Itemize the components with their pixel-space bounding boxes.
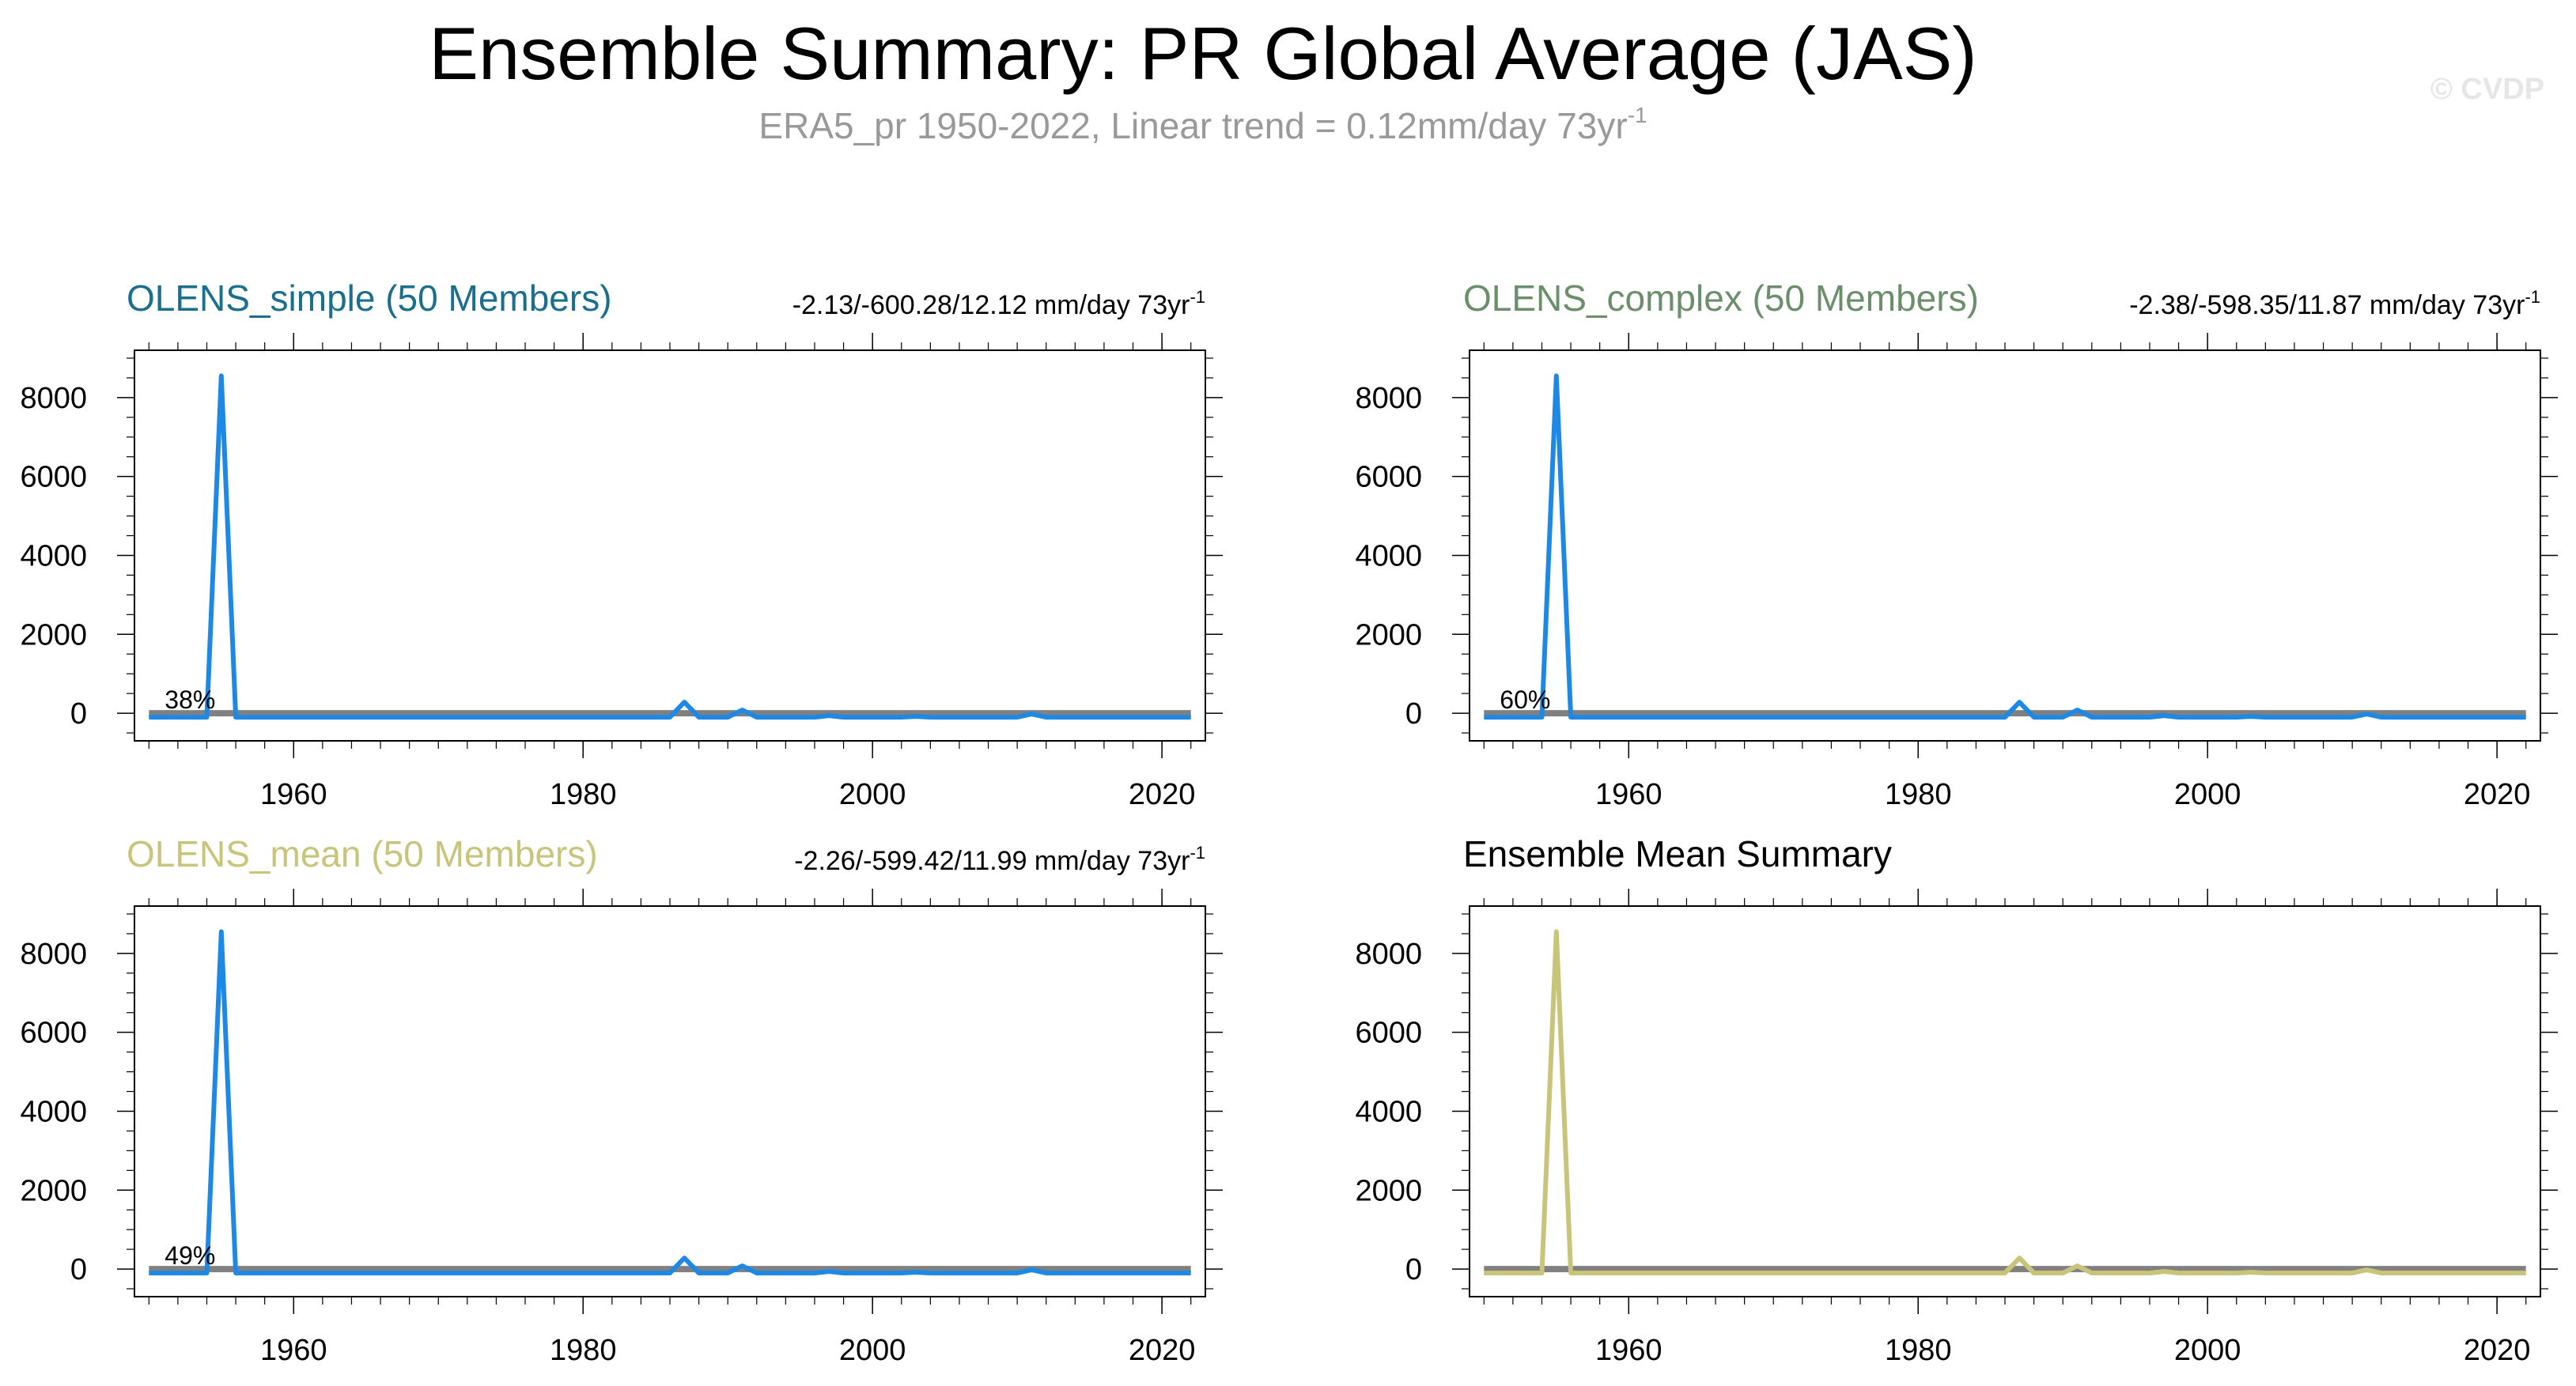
percent-label: 38% [165, 685, 215, 714]
y-tick-label: 2000 [1355, 618, 1422, 651]
x-tick-label: 1960 [260, 1334, 327, 1367]
x-tick-label: 1960 [260, 778, 327, 811]
y-tick-label: 6000 [20, 1017, 87, 1050]
y-tick-label: 6000 [20, 461, 87, 494]
chart-panel: 1960 1980 2000 2020 0 2000 4000 6000 8000 60% OLEN… [1355, 278, 2558, 811]
y-tick-label: 2000 [20, 618, 87, 651]
y-tick-label: 2000 [1355, 1174, 1422, 1207]
ensemble-series-line [149, 929, 1191, 1276]
plot-frame [1469, 905, 2541, 1297]
subtitle-text: ERA5_pr 1950-2022, Linear trend = 0.12mm… [758, 105, 1628, 146]
y-tick-label: 0 [1405, 697, 1422, 731]
percent-label: 49% [165, 1241, 215, 1270]
percent-label: 60% [1500, 685, 1550, 714]
plot-frame [1469, 349, 2541, 742]
y-tick-label: 0 [1405, 1253, 1422, 1286]
y-tick-label: 4000 [1355, 539, 1422, 572]
ensemble-series-line [1484, 373, 2526, 720]
x-tick-label: 2020 [2464, 778, 2531, 811]
trend-label: -2.38/-598.35/11.87 mm/day 73yr-1 [2129, 287, 2540, 320]
y-tick-label: 4000 [1355, 1095, 1422, 1128]
y-tick-label: 0 [70, 1253, 87, 1286]
y-tick-label: 8000 [1355, 938, 1422, 971]
y-tick-label: 6000 [1355, 461, 1422, 494]
chart-panel: 1960 1980 2000 2020 0 2000 4000 6000 8000 38% OLEN… [20, 278, 1223, 811]
page-title: Ensemble Summary: PR Global Average (JAS… [429, 12, 1977, 95]
y-tick-label: 2000 [20, 1174, 87, 1207]
watermark: © CVDP [2430, 73, 2544, 106]
panel-title: Ensemble Mean Summary [1463, 833, 1892, 874]
subtitle-superscript: -1 [1627, 102, 1647, 127]
chart-panel: 1960 1980 2000 2020 0 2000 4000 6000 8000 49% OLEN… [20, 833, 1223, 1367]
y-tick-label: 8000 [20, 382, 87, 415]
plot-frame [134, 349, 1206, 742]
panel-title: OLENS_mean (50 Members) [127, 833, 598, 874]
x-tick-label: 2020 [1129, 1334, 1196, 1367]
y-tick-label: 0 [70, 697, 87, 731]
x-tick-label: 1960 [1595, 778, 1662, 811]
ensemble-series-line [149, 373, 1191, 720]
x-tick-label: 2000 [839, 1334, 906, 1367]
panel-title: OLENS_simple (50 Members) [127, 278, 612, 319]
y-tick-label: 4000 [20, 1095, 87, 1128]
panel-title: OLENS_complex (50 Members) [1463, 278, 1979, 319]
x-tick-label: 2000 [2174, 1334, 2241, 1367]
x-tick-label: 2000 [2174, 778, 2241, 811]
plot-frame [134, 905, 1206, 1297]
x-tick-label: 2000 [839, 778, 906, 811]
x-tick-label: 1980 [1885, 1334, 1952, 1367]
x-tick-label: 1980 [550, 1334, 617, 1367]
x-tick-label: 1980 [1885, 778, 1952, 811]
x-tick-label: 2020 [1129, 778, 1196, 811]
y-tick-label: 6000 [1355, 1017, 1422, 1050]
chart-panel: 1960 1980 2000 2020 0 2000 4000 6000 8000 Ensembl… [1355, 833, 2558, 1367]
x-tick-label: 2020 [2464, 1334, 2531, 1367]
x-tick-label: 1980 [550, 778, 617, 811]
trend-label: -2.13/-600.28/12.12 mm/day 73yr-1 [792, 287, 1205, 320]
page-subtitle: ERA5_pr 1950-2022, Linear trend = 0.12mm… [0, 102, 2406, 147]
y-tick-label: 8000 [20, 938, 87, 971]
x-tick-label: 1960 [1595, 1334, 1662, 1367]
trend-label: -2.26/-599.42/11.99 mm/day 73yr-1 [794, 843, 1205, 876]
ensemble-series-line [1484, 929, 2526, 1276]
y-tick-label: 8000 [1355, 382, 1422, 415]
y-tick-label: 4000 [20, 539, 87, 572]
